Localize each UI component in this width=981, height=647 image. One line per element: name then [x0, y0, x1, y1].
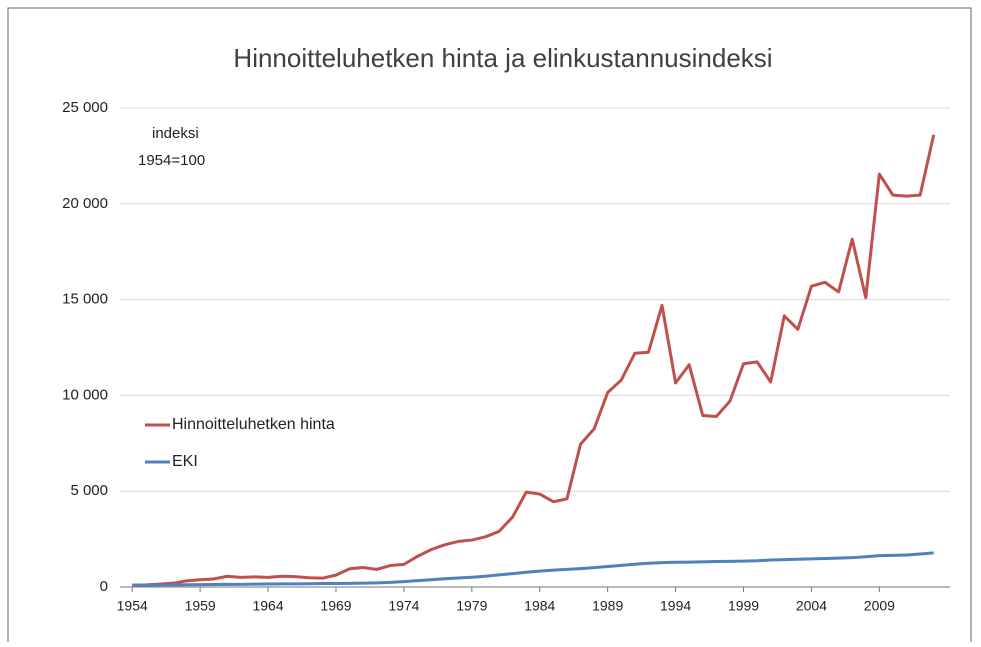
series-line [132, 551, 934, 587]
frame [7, 7, 972, 647]
annotation: 1954=100 [138, 152, 205, 169]
series-line [132, 134, 936, 587]
x-tick-label: 1964 [252, 598, 283, 614]
y-tick-label: 15 000 [62, 291, 108, 308]
y-tick-label: 0 [100, 578, 108, 595]
annotation: indeksi [152, 125, 199, 142]
x-tick-label: 1989 [592, 598, 623, 614]
y-tick-label: 25 000 [62, 99, 108, 116]
x-tick-label: 1959 [185, 598, 216, 614]
x-tick-label: 2009 [864, 598, 895, 614]
y-tick-label: 20 000 [62, 195, 108, 212]
x-tick-label: 1954 [117, 598, 148, 614]
x-tick-label: 1979 [456, 598, 487, 614]
legend-label: EKI [172, 453, 198, 470]
legend-label: Hinnoitteluhetken hinta [172, 416, 335, 433]
x-tick-label: 2004 [796, 598, 827, 614]
x-tick-label: 1999 [728, 598, 759, 614]
x-tick-label: 1969 [320, 598, 351, 614]
chart-title: Hinnoitteluhetken hinta ja elinkustannus… [233, 43, 772, 73]
x-tick-label: 1974 [388, 598, 419, 614]
x-tick-label: 1994 [660, 598, 691, 614]
y-tick-label: 10 000 [62, 386, 108, 403]
x-tick-label: 1984 [524, 598, 555, 614]
y-tick-label: 5 000 [70, 482, 108, 499]
